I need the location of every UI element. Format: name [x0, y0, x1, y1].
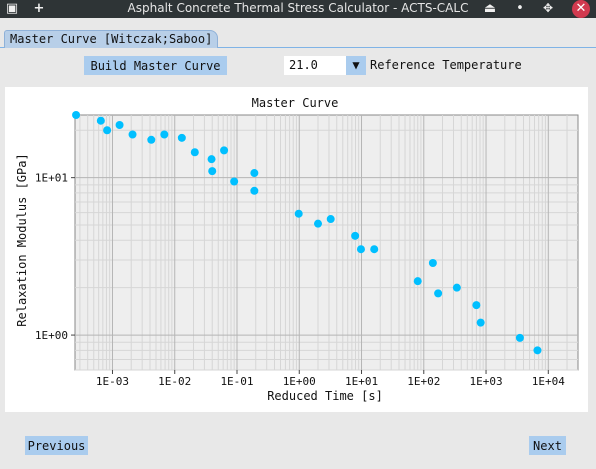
- add-icon[interactable]: +: [33, 1, 45, 16]
- data-point: [476, 318, 485, 327]
- data-point: [452, 283, 461, 292]
- major-gridlines: [75, 115, 578, 370]
- data-point: [351, 231, 360, 240]
- data-point: [250, 186, 259, 195]
- data-point: [115, 120, 124, 129]
- x-tick-label: 1E+04: [532, 375, 565, 388]
- master-curve-chart-panel: Master Curve 1E-03 1E-02 1E-01 1E+00 1E+01 1E…: [5, 87, 588, 412]
- data-points: [72, 111, 542, 355]
- y-axis-ticks: 1E+00 1E+01: [35, 172, 75, 342]
- y-tick-label: 1E+00: [35, 329, 68, 342]
- minimize-icon[interactable]: •: [516, 1, 524, 16]
- close-icon[interactable]: ✕: [572, 0, 590, 18]
- x-tick-label: 1E+02: [407, 375, 440, 388]
- data-point: [472, 301, 481, 310]
- chevron-down-icon[interactable]: ▼: [346, 56, 366, 75]
- window-titlebar: ▣ + Asphalt Concrete Thermal Stress Calc…: [0, 0, 596, 18]
- data-point: [356, 245, 365, 254]
- data-point: [207, 155, 216, 164]
- data-point: [128, 130, 137, 139]
- minor-gridlines: [75, 115, 578, 371]
- pin-icon[interactable]: ⏏: [483, 1, 497, 16]
- x-tick-label: 1E+00: [283, 375, 316, 388]
- data-point: [230, 177, 239, 186]
- data-point: [314, 219, 323, 228]
- next-button[interactable]: Next: [529, 436, 566, 455]
- data-point: [177, 133, 186, 142]
- reference-temperature-label: Reference Temperature: [370, 58, 522, 72]
- x-tick-label: 1E-02: [158, 375, 191, 388]
- data-point: [147, 135, 156, 144]
- chart-title: Master Curve: [252, 96, 339, 110]
- x-tick-label: 1E+03: [469, 375, 502, 388]
- data-point: [370, 245, 379, 254]
- y-axis-label: Relaxation Modulus [GPa]: [15, 153, 29, 326]
- data-point: [434, 289, 443, 298]
- plot-area: [74, 114, 579, 371]
- x-tick-label: 1E+01: [345, 375, 378, 388]
- data-point: [160, 130, 169, 139]
- tab-strip: Master Curve [Witczak;Saboo]: [0, 30, 596, 48]
- data-point: [190, 148, 199, 157]
- data-point: [103, 126, 112, 135]
- data-point: [96, 116, 105, 125]
- x-tick-label: 1E-03: [96, 375, 129, 388]
- data-point: [515, 333, 524, 342]
- master-curve-chart: Master Curve 1E-03 1E-02 1E-01 1E+00 1E+01 1E…: [15, 96, 579, 403]
- previous-button[interactable]: Previous: [25, 436, 88, 455]
- data-point: [220, 146, 229, 155]
- data-point: [250, 169, 259, 178]
- data-point: [326, 215, 335, 224]
- data-point: [533, 346, 542, 355]
- y-tick-label: 1E+01: [35, 172, 68, 185]
- data-point: [428, 258, 437, 267]
- x-tick-label: 1E-01: [220, 375, 253, 388]
- data-point: [413, 277, 422, 286]
- window-title: Asphalt Concrete Thermal Stress Calculat…: [127, 1, 469, 15]
- x-axis-label: Reduced Time [s]: [267, 389, 383, 403]
- data-point: [208, 167, 217, 176]
- build-master-curve-button[interactable]: Build Master Curve: [84, 56, 227, 75]
- reference-temperature-value: 21.0: [289, 58, 318, 72]
- window-menu-icon[interactable]: ▣: [5, 1, 19, 16]
- tab-master-curve[interactable]: Master Curve [Witczak;Saboo]: [4, 30, 219, 48]
- reference-temperature-select[interactable]: 21.0 ▼: [284, 56, 366, 75]
- x-axis-ticks: 1E-03 1E-02 1E-01 1E+00 1E+01 1E+02 1E+03 1E+04: [96, 370, 565, 388]
- data-point: [72, 111, 81, 119]
- data-point: [294, 209, 303, 218]
- maximize-icon[interactable]: ✥: [542, 1, 554, 15]
